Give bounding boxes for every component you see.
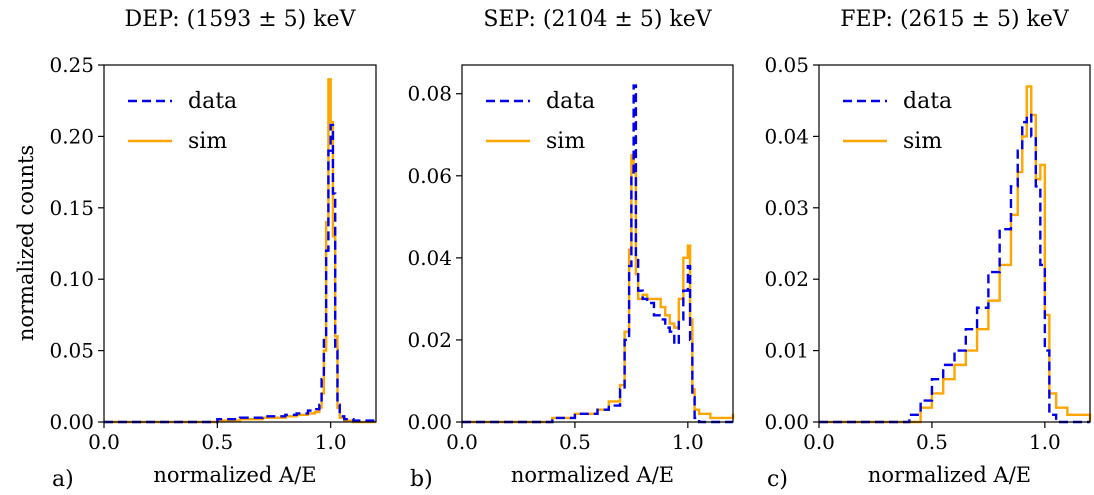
panel-0-ytick-label: 0.10 <box>49 267 94 291</box>
panel-2-ytick-label: 0.00 <box>764 410 809 434</box>
panel-2-ytick-label: 0.02 <box>764 267 809 291</box>
panel-1-xtick-label: 0.0 <box>446 430 478 454</box>
panel-0-panel-label: a) <box>52 467 74 492</box>
panel-1-xtick-label: 1.0 <box>672 430 704 454</box>
panel-0-ytick-label: 0.20 <box>49 124 94 148</box>
panel-2-panel-label: c) <box>767 467 788 492</box>
panel-1-series-sim <box>462 154 735 424</box>
panel-1-panel-label: b) <box>410 467 433 492</box>
panel-1-ytick-label: 0.08 <box>407 82 452 106</box>
panel-2-xlabel: normalized A/E <box>868 463 1031 487</box>
panel-b: 0.0 0.5 1.0 0.00 0.02 0.04 0.06 0.08 SEP: (2104 … <box>407 7 735 492</box>
panel-0-xtick-label: 0.5 <box>201 430 233 454</box>
panel-2-series-data <box>819 113 1090 424</box>
panel-c: 0.0 0.5 1.0 0.00 0.01 0.02 0.03 0.04 0.05 FEP: (2… <box>764 7 1092 492</box>
panel-1-legend-label-data: data <box>546 89 595 114</box>
panel-2-legend-label-data: data <box>903 89 952 114</box>
panel-1-ytick-label: 0.06 <box>407 164 452 188</box>
panel-0-ytick-label: 0.00 <box>49 410 94 434</box>
panel-2-frame <box>818 64 1091 423</box>
panel-0-xtick-label: 0.0 <box>88 430 120 454</box>
panel-2-ytick-label: 0.01 <box>764 339 809 363</box>
panel-1-frame <box>461 64 734 423</box>
panel-0-legend-label-sim: sim <box>188 129 227 154</box>
panel-0-xlabel: normalized A/E <box>153 463 316 487</box>
panel-0-ytick-label: 0.05 <box>49 339 94 363</box>
panel-2-xtick-label: 0.5 <box>916 430 948 454</box>
panel-1-series-data <box>462 84 733 424</box>
panel-2-ytick-label: 0.04 <box>764 124 809 148</box>
panel-0-title: DEP: (1593 ± 5) keV <box>125 7 357 32</box>
panel-0-series-sim <box>104 78 376 424</box>
panel-1-xlabel: normalized A/E <box>511 463 674 487</box>
panel-1-ytick-label: 0.00 <box>407 410 452 434</box>
panel-2-legend-label-sim: sim <box>903 129 942 154</box>
panel-2-xtick-label: 0.0 <box>803 430 835 454</box>
panel-a: 0.0 0.5 1.0 0.00 0.05 0.10 0.15 0.20 0.25 DEP: (1… <box>49 7 378 492</box>
panel-1-ytick-label: 0.04 <box>407 246 452 270</box>
panel-0-xtick-label: 1.0 <box>315 430 347 454</box>
panel-2-ytick-label: 0.03 <box>764 196 809 220</box>
panel-1-xtick-label: 0.5 <box>559 430 591 454</box>
panel-1-ytick-label: 0.02 <box>407 328 452 352</box>
panel-0-ytick-label: 0.25 <box>49 53 94 77</box>
panel-0-frame <box>103 64 377 423</box>
panel-2-ytick-label: 0.05 <box>764 53 809 77</box>
panel-1-legend-label-sim: sim <box>546 129 585 154</box>
panel-0-series-data <box>104 123 378 424</box>
panel-2-series-sim <box>819 85 1092 424</box>
panel-2-title: FEP: (2615 ± 5) keV <box>840 7 1070 32</box>
panel-1-title: SEP: (2104 ± 5) keV <box>483 7 712 32</box>
panel-0-ytick-label: 0.15 <box>49 196 94 220</box>
panel-2-xtick-label: 1.0 <box>1029 430 1061 454</box>
panel-0-legend-label-data: data <box>188 89 237 114</box>
shared-ylabel: normalized counts <box>14 145 38 341</box>
